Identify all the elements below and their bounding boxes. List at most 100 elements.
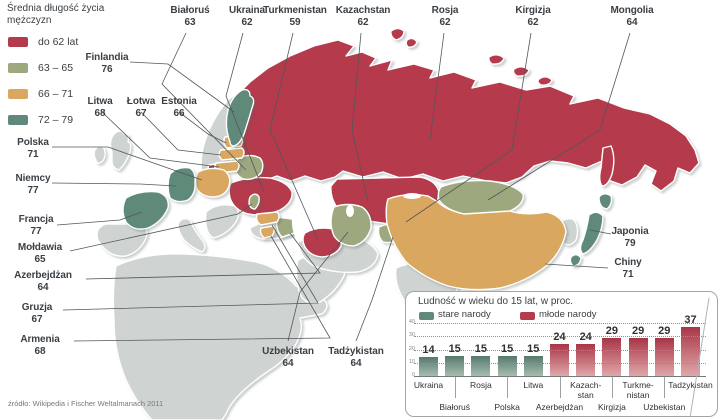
bar-value-label: 29 (605, 324, 619, 337)
country-label: Finlandia 76 (86, 52, 129, 76)
gridline (414, 349, 706, 351)
leader-line-mongolia (487, 32, 631, 201)
country-shape-ukraine (228, 176, 293, 216)
leader-line-lotwa (140, 111, 222, 156)
country-value: 62 (439, 17, 451, 28)
source-note: źródło: Wikipedia i Fischer Weltalmanach… (8, 399, 164, 408)
leader-line-armenia (73, 235, 331, 342)
country-shape-uk (109, 130, 132, 171)
country-value: 77 (30, 226, 42, 237)
y-axis-tick-label: 0 (411, 372, 415, 378)
legend-label: 66 – 71 (38, 88, 74, 100)
bar-Ukraina (419, 357, 438, 376)
country-name: Litwa (87, 96, 113, 107)
x-axis-label: Tadżykistan (664, 380, 718, 390)
country-value: 59 (289, 17, 301, 28)
island-arctic-1 (488, 54, 505, 65)
country-label: Białoruś 63 (170, 5, 209, 29)
bar-Litwa (523, 356, 543, 376)
island-sakhalin (599, 145, 615, 187)
x-axis-label-line: Kazach- (570, 380, 602, 390)
country-value: 66 (173, 108, 185, 119)
inset-chart: Ludność w wieku do 15 lat, w proc. stare… (405, 291, 718, 417)
bar-Rosja (471, 356, 491, 376)
country-value: 63 (184, 17, 196, 28)
x-axis-label: Polska (480, 402, 534, 412)
country-label: Kazachstan 62 (336, 5, 391, 29)
country-shape-france (122, 190, 169, 230)
y-axis-tick-label: 30 (408, 332, 415, 339)
bar-value-label: 29 (631, 324, 645, 337)
axis-group-tick (559, 376, 561, 398)
country-label: Polska 71 (17, 137, 49, 161)
legend-label: 63 – 65 (38, 62, 74, 74)
y-axis-tick-label: 20 (408, 345, 415, 352)
legend-swatch (8, 63, 28, 73)
x-axis-label: Turkme-nistan (611, 380, 665, 400)
country-name: Tadżykistan (328, 346, 384, 357)
country-name: Gruzja (21, 302, 53, 313)
country-value: 65 (34, 254, 46, 265)
leader-line-uzbekistan (287, 231, 349, 342)
country-name: Kazachstan (335, 5, 391, 16)
country-shape-armenia (259, 225, 275, 239)
axis-group-tick (454, 376, 456, 398)
y-axis-tick-label: 40 (408, 319, 415, 325)
island-arctic-2 (512, 66, 530, 77)
leader-line-chiny (544, 263, 609, 269)
country-shape-georgia (255, 211, 280, 226)
bar-Kazachstan (576, 344, 596, 376)
country-shape-moldova (248, 193, 260, 210)
country-label: Tadżykistan 64 (328, 346, 384, 370)
leader-line-bialorus (161, 32, 247, 171)
country-name: Kirgizja (515, 5, 551, 16)
bar-Polska (497, 356, 517, 376)
x-axis-label: Ukraina (406, 380, 456, 390)
x-axis-label: Kirgizja (585, 402, 639, 412)
leader-line-polska (52, 146, 203, 181)
country-label: Ukraina 62 (229, 5, 265, 29)
country-name: Turkmenistan (263, 5, 327, 16)
island-novaya-zemlya-1 (390, 27, 405, 41)
country-label: Kirgizja 62 (515, 5, 550, 29)
x-axis-label: Azerbejdżan (533, 402, 587, 412)
leader-line-japonia (589, 229, 612, 235)
x-axis-label: Rosja (454, 380, 508, 390)
country-label: Japonia 79 (611, 226, 648, 250)
country-value: 67 (135, 108, 147, 119)
leader-line-kirgizja (405, 32, 532, 223)
country-name: Chiny (614, 257, 642, 268)
country-name: Niemcy (15, 173, 51, 184)
country-shape-japan-hokkaido (598, 193, 613, 210)
country-value: 67 (31, 314, 43, 325)
axis-group-tick (611, 376, 613, 398)
country-name: Japonia (611, 226, 649, 237)
leader-line-francja (56, 211, 143, 226)
leader-line-tadzykistan (355, 236, 394, 342)
country-label: Uzbekistan 64 (262, 346, 314, 370)
country-name: Łotwa (126, 96, 156, 107)
country-label: Azerbejdżan 64 (14, 270, 72, 294)
continent-shape-africa (112, 253, 328, 420)
chart-legend-swatch (520, 312, 535, 320)
leader-line-estonia (178, 111, 227, 144)
leader-line-moldawia (69, 203, 253, 252)
leader-line-litwa (101, 111, 220, 168)
country-value: 71 (27, 149, 39, 160)
lakes (291, 193, 421, 239)
axis-group-tick (507, 376, 509, 398)
gridline (414, 323, 706, 324)
leader-line-azerbejdzan (85, 232, 321, 280)
aral-sea (346, 205, 354, 217)
country-value: 64 (282, 358, 294, 369)
country-value: 64 (37, 282, 49, 293)
bar-Azerbejdżan (550, 344, 569, 376)
gridline (414, 362, 706, 364)
country-name: Estonia (161, 96, 197, 107)
country-shape-uzbekistan (330, 203, 372, 247)
country-value: 68 (94, 108, 106, 119)
bar-value-label: 24 (553, 331, 566, 344)
bar-Białoruś (445, 356, 465, 376)
leader-line-gruzja (62, 224, 319, 311)
